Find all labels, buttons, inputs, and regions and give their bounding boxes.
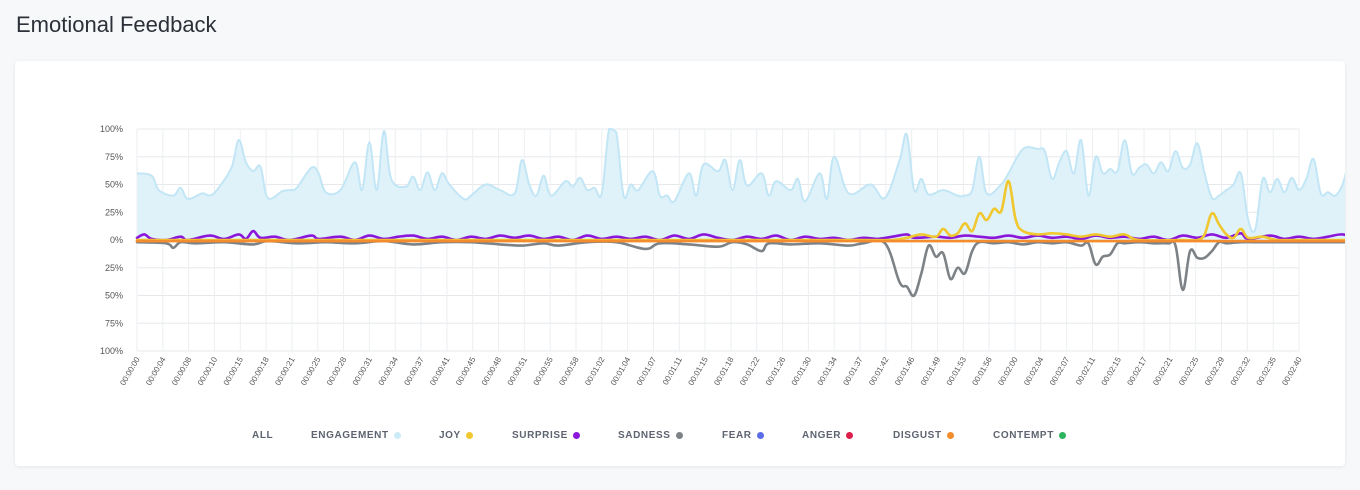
x-tick-label: 00:01:22 bbox=[738, 355, 762, 387]
x-tick-label: 00:01:02 bbox=[583, 355, 607, 387]
y-tick-label: 25% bbox=[105, 263, 123, 273]
x-tick-label: 00:00:18 bbox=[247, 355, 271, 387]
surprise-dot-icon bbox=[572, 432, 580, 439]
engagement-line bbox=[136, 127, 1345, 234]
x-tick-label: 00:01:18 bbox=[712, 355, 736, 387]
legend-item-sadness[interactable]: SADNESS bbox=[618, 430, 683, 441]
x-axis-ticks: 00:00:00 00:00:04 00:00:08 00:00:10 00:00:15… bbox=[118, 355, 1304, 387]
legend-label: SADNESS bbox=[618, 430, 671, 441]
y-tick-label: 100% bbox=[100, 346, 123, 356]
x-tick-label: 00:02:29 bbox=[1203, 355, 1227, 387]
x-tick-label: 00:02:17 bbox=[1125, 355, 1149, 387]
x-tick-label: 00:02:11 bbox=[1074, 355, 1097, 386]
legend-label: ALL bbox=[252, 430, 274, 441]
legend-item-all[interactable]: ALL bbox=[252, 430, 273, 441]
legend-item-disgust[interactable]: DISGUST bbox=[893, 430, 954, 441]
page-title: Emotional Feedback bbox=[16, 12, 217, 37]
x-tick-label: 00:00:25 bbox=[299, 355, 323, 387]
legend-label: FEAR bbox=[722, 430, 752, 441]
x-tick-label: 00:00:00 bbox=[118, 355, 142, 387]
engagement-dot-icon bbox=[393, 432, 401, 439]
x-tick-label: 00:01:26 bbox=[764, 355, 788, 387]
x-tick-label: 00:02:00 bbox=[996, 355, 1020, 387]
x-tick-label: 00:00:08 bbox=[170, 355, 194, 387]
legend-label: ANGER bbox=[802, 430, 842, 441]
x-tick-label: 00:00:41 bbox=[428, 355, 452, 387]
x-tick-label: 00:01:04 bbox=[609, 355, 633, 387]
y-tick-label: 0% bbox=[110, 235, 123, 245]
y-tick-label: 50% bbox=[105, 180, 123, 190]
legend-label: ENGAGEMENT bbox=[311, 430, 389, 441]
x-tick-label: 00:00:58 bbox=[557, 355, 581, 387]
emotional-feedback-card: 100% 75% 50% 25% 0% 25% 50% 75% 100% 00:00:00 00:… bbox=[15, 61, 1345, 466]
x-tick-label: 00:00:34 bbox=[377, 355, 401, 387]
x-tick-label: 00:01:34 bbox=[816, 355, 840, 387]
x-tick-label: 00:02:40 bbox=[1280, 355, 1304, 387]
x-tick-label: 00:00:55 bbox=[532, 355, 556, 387]
legend-item-joy[interactable]: JOY bbox=[439, 430, 473, 441]
sadness-dot-icon bbox=[675, 432, 683, 439]
legend-item-surprise[interactable]: SURPRISE bbox=[512, 430, 580, 441]
chart-series bbox=[135, 127, 1345, 298]
x-tick-label: 00:02:04 bbox=[1022, 355, 1046, 387]
emotion-chart: 100%75%50%25%0%25%50%75%100% 00:00:00 00:… bbox=[100, 124, 1345, 387]
legend-label: SURPRISE bbox=[512, 430, 568, 441]
legend-item-engagement[interactable]: ENGAGEMENT bbox=[311, 430, 401, 441]
x-tick-label: 00:01:15 bbox=[686, 355, 710, 387]
x-tick-label: 00:01:37 bbox=[841, 355, 865, 387]
x-tick-label: 00:02:32 bbox=[1229, 355, 1253, 387]
x-tick-label: 00:01:07 bbox=[635, 355, 659, 387]
x-tick-label: 00:00:21 bbox=[273, 355, 297, 387]
x-tick-label: 00:00:28 bbox=[325, 355, 349, 387]
joy-dot-icon bbox=[465, 432, 473, 439]
x-tick-label: 00:02:15 bbox=[1100, 355, 1124, 387]
chart-legend: ALL ENGAGEMENT JOY SURPRISE SADNESS FEAR… bbox=[15, 430, 1345, 446]
y-tick-label: 100% bbox=[100, 124, 123, 134]
legend-item-fear[interactable]: FEAR bbox=[722, 430, 764, 441]
y-tick-label: 75% bbox=[105, 152, 123, 162]
x-tick-label: 00:01:46 bbox=[893, 355, 917, 387]
y-tick-label: 25% bbox=[105, 207, 123, 217]
x-tick-label: 00:00:37 bbox=[402, 355, 426, 387]
x-tick-label: 00:01:11 bbox=[661, 355, 684, 386]
y-tick-label: 50% bbox=[105, 291, 123, 301]
legend-label: DISGUST bbox=[893, 430, 942, 441]
x-tick-label: 00:01:56 bbox=[971, 355, 995, 387]
contempt-dot-icon bbox=[1058, 432, 1066, 439]
x-tick-label: 00:01:30 bbox=[790, 355, 814, 387]
sadness-line bbox=[135, 238, 1345, 298]
legend-label: CONTEMPT bbox=[993, 430, 1054, 441]
x-tick-label: 00:00:51 bbox=[506, 355, 530, 387]
engagement-area bbox=[137, 129, 1345, 240]
x-tick-label: 00:01:49 bbox=[919, 355, 943, 387]
x-tick-label: 00:00:10 bbox=[196, 355, 220, 387]
x-tick-label: 00:00:04 bbox=[144, 355, 168, 387]
x-tick-label: 00:02:07 bbox=[1048, 355, 1072, 387]
x-tick-label: 00:00:31 bbox=[351, 355, 375, 387]
fear-dot-icon bbox=[756, 432, 764, 439]
x-tick-label: 00:02:25 bbox=[1177, 355, 1201, 387]
x-tick-label: 00:02:35 bbox=[1255, 355, 1279, 387]
x-tick-label: 00:00:48 bbox=[480, 355, 504, 387]
y-tick-label: 75% bbox=[105, 318, 123, 328]
x-tick-label: 00:01:53 bbox=[945, 355, 969, 387]
x-tick-label: 00:02:21 bbox=[1151, 355, 1175, 387]
legend-item-anger[interactable]: ANGER bbox=[802, 430, 854, 441]
anger-dot-icon bbox=[846, 432, 854, 439]
x-tick-label: 00:00:45 bbox=[454, 355, 478, 387]
y-axis-ticks: 100% 75% 50% 25% 0% 25% 50% 75% 100% bbox=[100, 124, 123, 356]
x-tick-label: 00:00:15 bbox=[222, 355, 246, 387]
x-tick-label: 00:01:42 bbox=[867, 355, 891, 387]
legend-label: JOY bbox=[439, 430, 461, 441]
disgust-dot-icon bbox=[946, 432, 954, 439]
legend-item-contempt[interactable]: CONTEMPT bbox=[993, 430, 1066, 441]
